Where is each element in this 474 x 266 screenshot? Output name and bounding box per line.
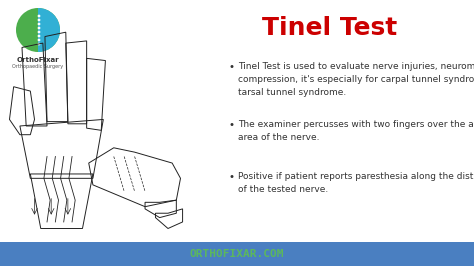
Bar	[0, 242, 474, 266]
Circle shape	[37, 19, 40, 21]
Text: ORTHOFIXAR.COM: ORTHOFIXAR.COM	[190, 249, 284, 259]
Circle shape	[16, 8, 60, 52]
Text: Positive if patient reports paresthesia along the distribution
of the tested ner: Positive if patient reports paresthesia …	[238, 172, 474, 194]
Text: Tinel Test is used to evaluate nerve injuries, neuromas, and
compression, it's e: Tinel Test is used to evaluate nerve inj…	[238, 62, 474, 97]
Text: Tinel Test: Tinel Test	[263, 16, 398, 40]
Text: •: •	[229, 172, 235, 182]
Text: The examiner percusses with two fingers over the affected
area of the nerve.: The examiner percusses with two fingers …	[238, 120, 474, 142]
Text: •: •	[229, 62, 235, 72]
Text: OrthoFixar: OrthoFixar	[17, 57, 59, 63]
Circle shape	[37, 35, 40, 38]
Text: Orthopaedic Surgery: Orthopaedic Surgery	[12, 64, 64, 69]
Text: •: •	[229, 120, 235, 130]
Circle shape	[37, 27, 40, 30]
Circle shape	[37, 23, 40, 25]
Circle shape	[37, 39, 40, 41]
Circle shape	[37, 31, 40, 34]
Circle shape	[37, 43, 40, 45]
Circle shape	[37, 15, 40, 17]
Wedge shape	[38, 8, 60, 52]
